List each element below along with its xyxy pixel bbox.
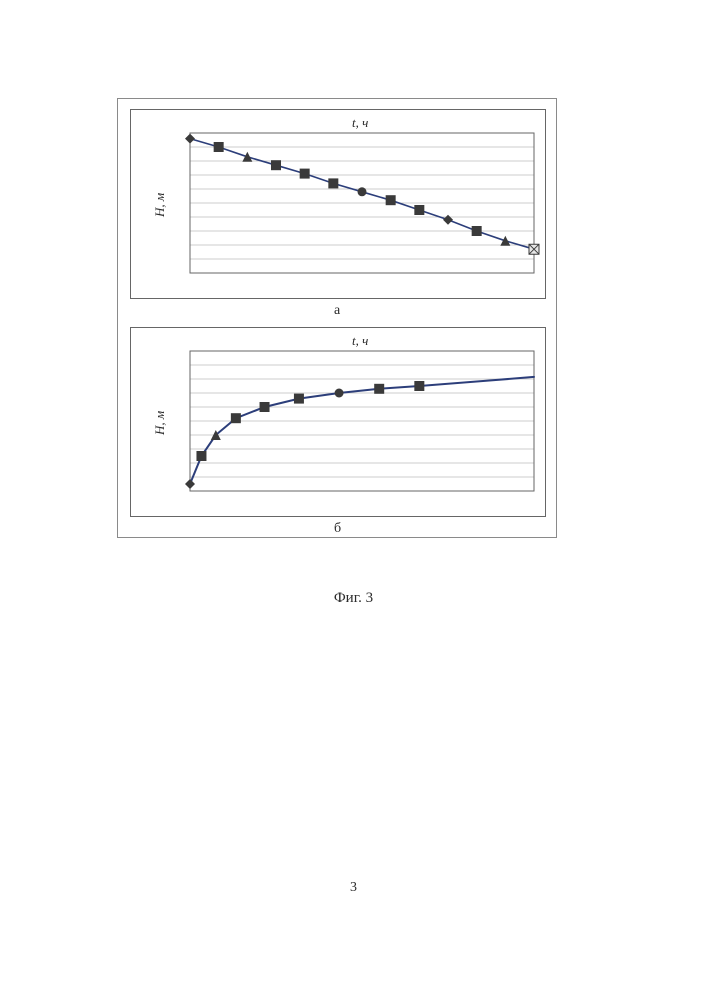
panel-b-caption: б [334, 521, 341, 537]
panel-b-xlabel: t, ч [352, 333, 368, 349]
chart-a [130, 109, 546, 299]
panel-a-caption: а [334, 303, 340, 319]
page-number: 3 [0, 880, 707, 896]
panel-a-ylabel: Н, м [152, 193, 168, 217]
panel-a: t, ч Н, м [130, 109, 546, 299]
figure-outer-frame: t, ч Н, м а t, ч Н, м б [117, 98, 557, 538]
figure-caption: Фиг. 3 [0, 590, 707, 607]
panel-b: t, ч Н, м [130, 327, 546, 517]
page: t, ч Н, м а t, ч Н, м б Фиг. 3 3 [0, 0, 707, 1000]
panel-b-ylabel: Н, м [152, 411, 168, 435]
figure-inner: t, ч Н, м а t, ч Н, м б [118, 99, 556, 537]
panel-a-xlabel: t, ч [352, 115, 368, 131]
chart-b [130, 327, 546, 517]
